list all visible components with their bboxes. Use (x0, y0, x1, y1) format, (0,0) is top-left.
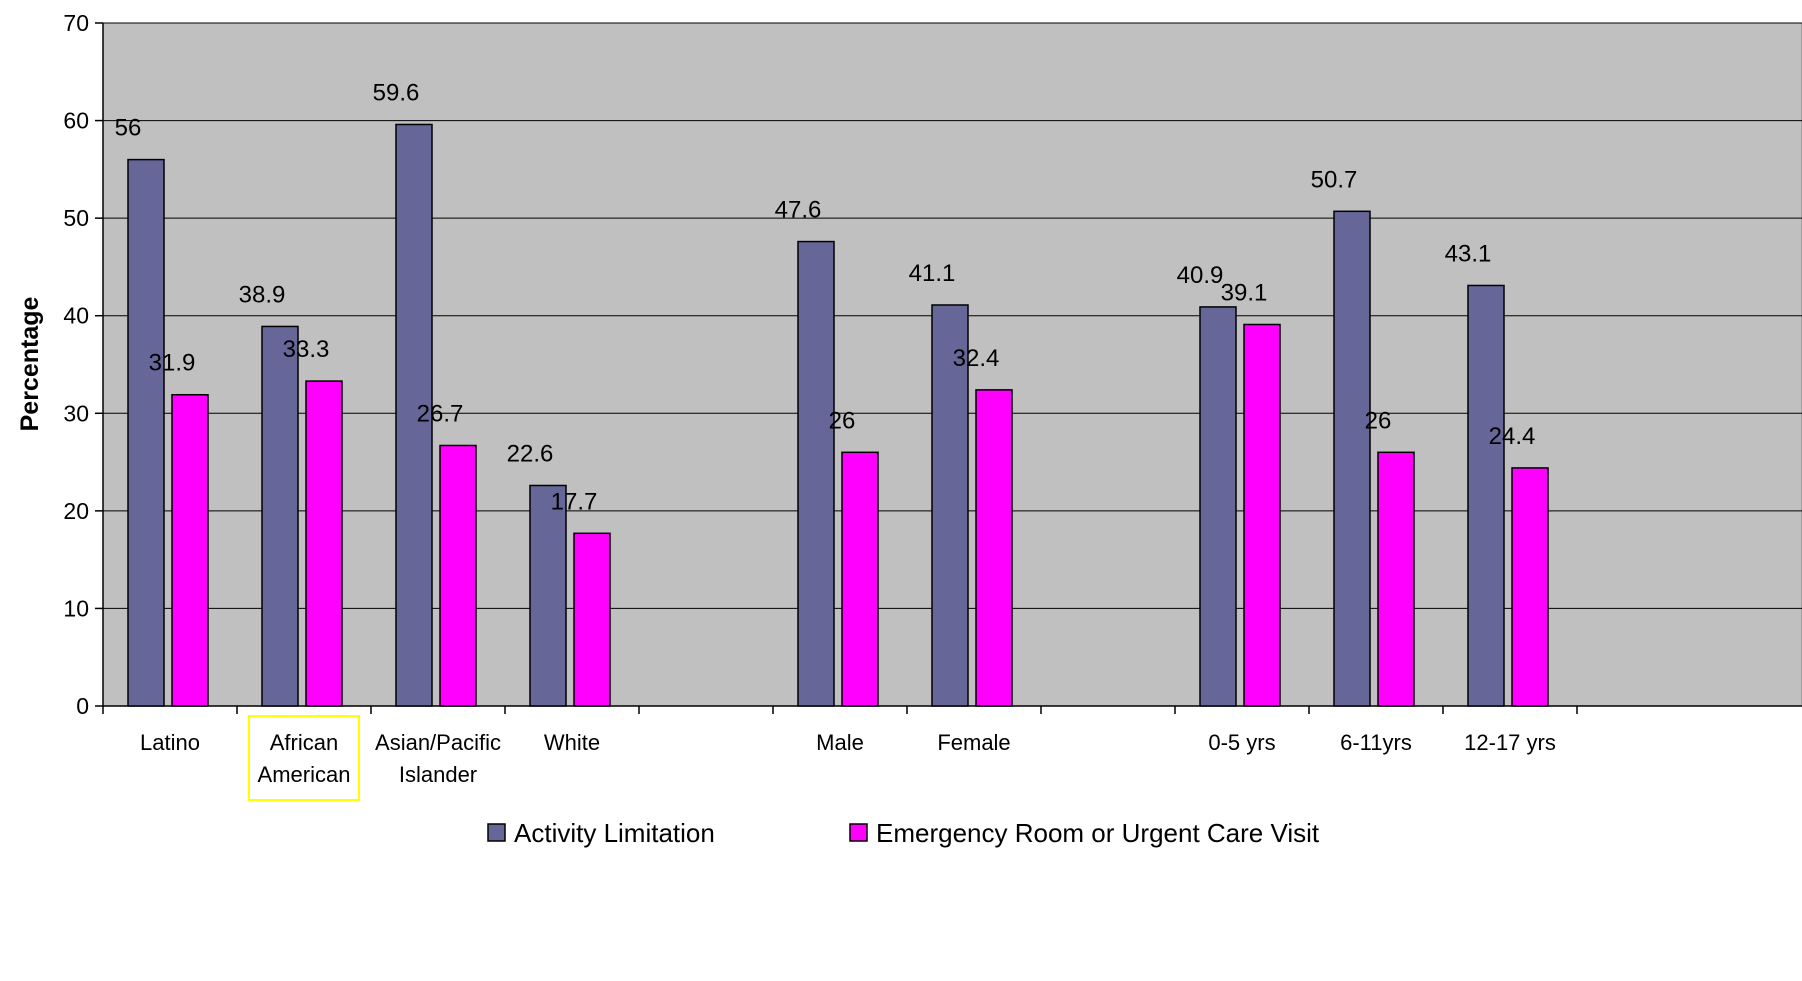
y-axis-title: Percentage (16, 297, 44, 432)
data-label: 50.7 (1311, 166, 1358, 193)
x-tick-label: 12-17 yrs (1464, 730, 1556, 755)
highlight-box (248, 715, 360, 801)
y-tick-label: 10 (63, 595, 89, 621)
data-label: 33.3 (283, 336, 330, 363)
bar (931, 304, 969, 707)
data-label: 59.6 (373, 79, 420, 106)
bar (529, 484, 567, 707)
data-label: 17.7 (551, 488, 598, 515)
y-axis: 0 10 20 30 40 50 60 70 (63, 10, 104, 719)
data-label: 40.9 (1177, 262, 1224, 289)
x-tick-label: Latino (140, 730, 200, 755)
legend-label: Emergency Room or Urgent Care Visit (876, 818, 1320, 848)
bar (395, 123, 433, 707)
x-tick-label: Asian/Pacific (375, 730, 501, 755)
x-axis: Latino African American Asian/Pacific Island… (102, 705, 1802, 801)
bar (841, 451, 879, 707)
bar (171, 393, 209, 707)
bar (797, 240, 835, 707)
legend-label: Activity Limitation (514, 818, 715, 848)
bar (1333, 210, 1371, 707)
data-label: 24.4 (1489, 423, 1536, 450)
bar (1199, 306, 1237, 707)
data-label: 32.4 (953, 345, 1000, 372)
bar (1243, 323, 1281, 707)
x-tick-label: American (258, 762, 351, 787)
x-tick-label: White (544, 730, 600, 755)
x-tick-label: 6-11yrs (1340, 730, 1412, 755)
data-label: 22.6 (507, 440, 554, 467)
data-label: 43.1 (1445, 240, 1492, 267)
x-tick-label: Female (937, 730, 1010, 755)
legend-swatch (487, 823, 506, 842)
bar (261, 325, 299, 707)
bar (1377, 451, 1415, 707)
bar (573, 532, 611, 707)
data-label: 41.1 (909, 260, 956, 287)
data-labels: 56 38.9 59.6 22.6 47.6 41.1 40.9 50.7 43.1 31.9 33… (115, 79, 1536, 515)
data-label: 31.9 (149, 350, 196, 377)
x-tick-label: Male (816, 730, 864, 755)
y-tick-label: 20 (63, 498, 89, 524)
data-label: 47.6 (775, 197, 822, 224)
x-tick-label: Islander (399, 762, 477, 787)
y-tick-label: 0 (76, 693, 89, 719)
y-tick-label: 70 (63, 10, 89, 36)
data-label: 38.9 (239, 281, 286, 308)
y-tick-label: 30 (63, 400, 89, 426)
bar (1511, 467, 1549, 707)
y-tick-label: 40 (63, 303, 89, 329)
bar (1467, 284, 1505, 707)
x-tick-label: 0-5 yrs (1208, 730, 1275, 755)
x-tick-label: African (270, 730, 338, 755)
bar (439, 444, 477, 707)
bars (127, 123, 1549, 707)
legend: Activity Limitation Emergency Room or Urg… (487, 818, 1320, 848)
data-label: 39.1 (1221, 279, 1268, 306)
y-tick-label: 50 (63, 205, 89, 231)
data-label: 26.7 (417, 400, 464, 427)
data-label: 26 (829, 407, 856, 434)
y-tick-label: 60 (63, 108, 89, 134)
legend-swatch (849, 823, 868, 842)
bar (305, 380, 343, 707)
bar (975, 389, 1013, 707)
data-label: 56 (115, 115, 142, 142)
data-label: 26 (1365, 407, 1392, 434)
bar (127, 158, 165, 707)
